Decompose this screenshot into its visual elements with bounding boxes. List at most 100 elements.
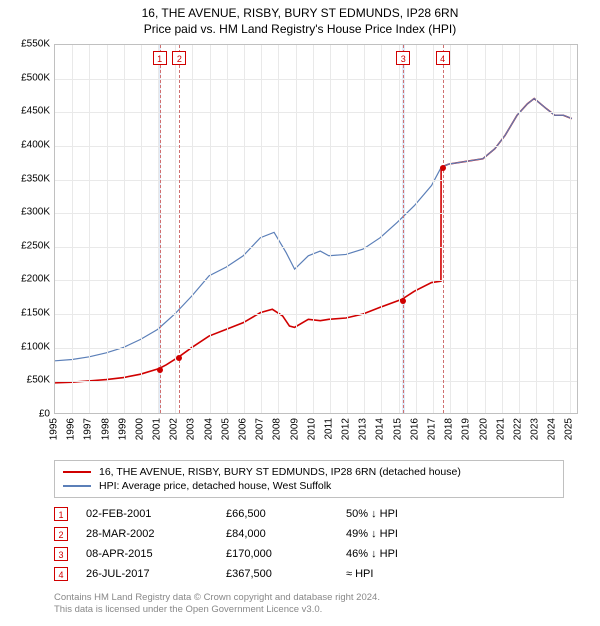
x-tick-label: 1996 bbox=[66, 418, 77, 440]
gridline-v bbox=[141, 45, 142, 413]
event-marker-box: 4 bbox=[436, 51, 450, 65]
event-note: 49% ↓ HPI bbox=[346, 528, 564, 540]
event-vline bbox=[443, 45, 444, 413]
gridline-v bbox=[519, 45, 520, 413]
gridline-v bbox=[450, 45, 451, 413]
gridline-v bbox=[330, 45, 331, 413]
gridline-v bbox=[124, 45, 125, 413]
event-row: 228-MAR-2002£84,00049% ↓ HPI bbox=[54, 524, 564, 544]
gridline-v bbox=[416, 45, 417, 413]
y-tick-label: £200K bbox=[21, 274, 50, 285]
y-tick-label: £550K bbox=[21, 39, 50, 50]
chart-subtitle: Price paid vs. HM Land Registry's House … bbox=[0, 22, 600, 36]
gridline-v bbox=[210, 45, 211, 413]
legend: 16, THE AVENUE, RISBY, BURY ST EDMUNDS, … bbox=[54, 460, 564, 498]
event-marker-box: 3 bbox=[396, 51, 410, 65]
plot-area-outer: £0£50K£100K£150K£200K£250K£300K£350K£400… bbox=[10, 44, 590, 454]
gridline-v bbox=[278, 45, 279, 413]
gridline-v bbox=[485, 45, 486, 413]
event-price: £367,500 bbox=[226, 568, 346, 580]
x-tick-label: 2014 bbox=[375, 418, 386, 440]
gridline-h bbox=[55, 348, 577, 349]
x-tick-label: 2018 bbox=[444, 418, 455, 440]
gridline-v bbox=[244, 45, 245, 413]
price-dot bbox=[440, 165, 446, 171]
legend-swatch bbox=[63, 485, 91, 487]
x-tick-label: 1999 bbox=[117, 418, 128, 440]
legend-label: HPI: Average price, detached house, West… bbox=[99, 480, 331, 492]
event-row: 308-APR-2015£170,00046% ↓ HPI bbox=[54, 544, 564, 564]
gridline-h bbox=[55, 112, 577, 113]
x-tick-label: 1998 bbox=[100, 418, 111, 440]
y-tick-label: £100K bbox=[21, 341, 50, 352]
x-tick-label: 2005 bbox=[220, 418, 231, 440]
event-number: 2 bbox=[54, 527, 68, 541]
gridline-h bbox=[55, 280, 577, 281]
gridline-v bbox=[381, 45, 382, 413]
x-tick-label: 2002 bbox=[169, 418, 180, 440]
y-tick-label: £300K bbox=[21, 207, 50, 218]
x-tick-label: 2007 bbox=[255, 418, 266, 440]
gridline-v bbox=[72, 45, 73, 413]
gridline-h bbox=[55, 213, 577, 214]
gridline-h bbox=[55, 146, 577, 147]
chart-title: 16, THE AVENUE, RISBY, BURY ST EDMUNDS, … bbox=[0, 6, 600, 20]
gridline-v bbox=[433, 45, 434, 413]
gridline-v bbox=[89, 45, 90, 413]
x-tick-label: 2020 bbox=[478, 418, 489, 440]
y-tick-label: £150K bbox=[21, 308, 50, 319]
event-price: £170,000 bbox=[226, 548, 346, 560]
gridline-v bbox=[570, 45, 571, 413]
x-tick-label: 2009 bbox=[289, 418, 300, 440]
x-tick-label: 2017 bbox=[426, 418, 437, 440]
price-dot bbox=[400, 298, 406, 304]
x-tick-label: 2006 bbox=[237, 418, 248, 440]
gridline-v bbox=[399, 45, 400, 413]
x-tick-label: 1997 bbox=[83, 418, 94, 440]
gridline-h bbox=[55, 314, 577, 315]
gridline-h bbox=[55, 381, 577, 382]
x-tick-label: 2000 bbox=[134, 418, 145, 440]
event-marker-box: 2 bbox=[172, 51, 186, 65]
plot-area: 12 3 4 bbox=[54, 44, 578, 414]
gridline-v bbox=[192, 45, 193, 413]
legend-row: HPI: Average price, detached house, West… bbox=[63, 479, 555, 493]
x-tick-label: 2012 bbox=[341, 418, 352, 440]
gridline-v bbox=[261, 45, 262, 413]
event-date: 02-FEB-2001 bbox=[86, 508, 226, 520]
x-tick-label: 2010 bbox=[306, 418, 317, 440]
x-tick-label: 2001 bbox=[152, 418, 163, 440]
gridline-v bbox=[227, 45, 228, 413]
gridline-h bbox=[55, 180, 577, 181]
y-axis: £0£50K£100K£150K£200K£250K£300K£350K£400… bbox=[10, 44, 54, 414]
y-tick-label: £350K bbox=[21, 173, 50, 184]
event-date: 26-JUL-2017 bbox=[86, 568, 226, 580]
x-tick-label: 1995 bbox=[49, 418, 60, 440]
y-tick-label: £50K bbox=[27, 375, 50, 386]
legend-swatch bbox=[63, 471, 91, 473]
gridline-v bbox=[553, 45, 554, 413]
x-tick-label: 2015 bbox=[392, 418, 403, 440]
x-tick-label: 2023 bbox=[530, 418, 541, 440]
footer-attribution: Contains HM Land Registry data © Crown c… bbox=[54, 592, 590, 617]
price-dot bbox=[176, 355, 182, 361]
event-number: 1 bbox=[54, 507, 68, 521]
x-tick-label: 2021 bbox=[495, 418, 506, 440]
event-date: 08-APR-2015 bbox=[86, 548, 226, 560]
chart-lines bbox=[55, 45, 577, 413]
y-tick-label: £500K bbox=[21, 72, 50, 83]
footer-line-2: This data is licensed under the Open Gov… bbox=[54, 604, 590, 616]
gridline-v bbox=[467, 45, 468, 413]
y-tick-label: £400K bbox=[21, 139, 50, 150]
x-tick-label: 2013 bbox=[358, 418, 369, 440]
x-tick-label: 2004 bbox=[203, 418, 214, 440]
y-tick-label: £450K bbox=[21, 106, 50, 117]
event-number: 4 bbox=[54, 567, 68, 581]
x-tick-label: 2022 bbox=[512, 418, 523, 440]
legend-label: 16, THE AVENUE, RISBY, BURY ST EDMUNDS, … bbox=[99, 466, 461, 478]
gridline-v bbox=[502, 45, 503, 413]
event-marker-box: 1 bbox=[153, 51, 167, 65]
x-tick-label: 2019 bbox=[461, 418, 472, 440]
gridline-v bbox=[347, 45, 348, 413]
chart-container: 16, THE AVENUE, RISBY, BURY ST EDMUNDS, … bbox=[0, 6, 600, 617]
